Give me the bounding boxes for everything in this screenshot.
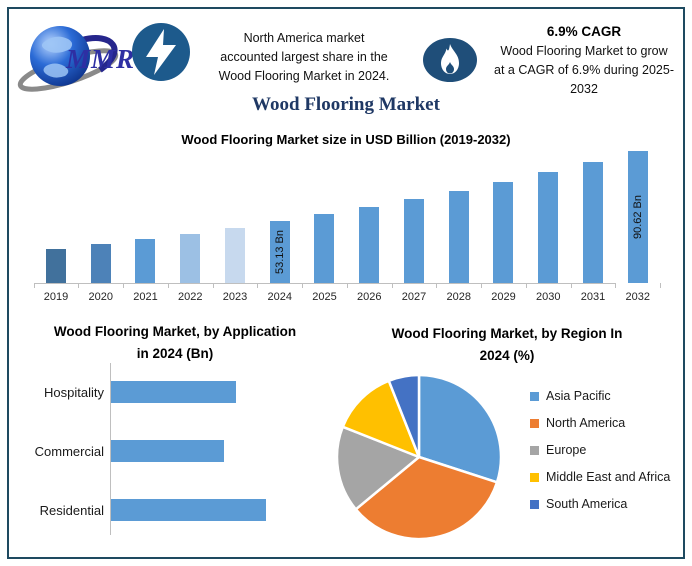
axis-tick	[78, 283, 80, 288]
bar-2032	[627, 151, 648, 283]
legend-swatch	[530, 391, 539, 401]
cagr-title: 6.9% CAGR	[546, 24, 622, 39]
legend-swatch	[530, 499, 539, 509]
legend-item-middle-east-and-africa: Middle East and Africa	[530, 470, 670, 484]
legend-item-asia-pacific: Asia Pacific	[530, 389, 611, 403]
page-title: Wood Flooring Market	[252, 94, 440, 115]
axis-tick	[525, 283, 527, 288]
legend-item-south-america: South America	[530, 497, 627, 511]
bar-2021	[135, 239, 156, 283]
region-pie-chart: Wood Flooring Market, by Region In 2024 …	[330, 315, 690, 560]
x-axis-label-2028: 2028	[446, 291, 472, 303]
x-axis-label-2027: 2027	[401, 291, 427, 303]
pie-slice-europe	[335, 425, 421, 511]
bar-2025	[314, 214, 335, 283]
logo-text: MMR	[66, 44, 136, 74]
pie-slice-middle-east-and-africa	[341, 379, 421, 459]
axis-tick	[570, 283, 572, 288]
mmr-logo: MMR	[16, 20, 146, 92]
axis-tick	[391, 283, 393, 288]
x-axis-label-2026: 2026	[357, 291, 382, 303]
bar-2030	[538, 172, 559, 283]
x-axis-label-2021: 2021	[133, 291, 158, 303]
x-axis-line	[33, 283, 617, 284]
bar-value-text: 53.13 Bn	[273, 229, 286, 275]
bar-hospitality	[111, 381, 236, 403]
x-axis-label-2022: 2022	[178, 291, 203, 303]
axis-tick	[436, 283, 438, 288]
axis-tick	[615, 283, 617, 288]
x-axis-label-2019: 2019	[43, 291, 69, 303]
region-chart-title: Wood Flooring Market, by Region In 2024 …	[391, 326, 623, 363]
axis-tick	[302, 283, 303, 288]
legend-item-north-america: North America	[530, 416, 625, 430]
axis-tick	[257, 283, 259, 288]
axis-tick	[481, 283, 482, 288]
x-axis-label-2029: 2029	[491, 291, 516, 303]
bar-2019	[45, 249, 66, 283]
bar-2023	[224, 228, 245, 283]
legend-label: Asia Pacific	[546, 389, 611, 403]
lightning-bolt-icon	[132, 23, 190, 81]
legend-label: Europe	[546, 443, 587, 457]
category-label-residential: Residential	[39, 503, 104, 518]
bar-2031	[582, 162, 603, 283]
pie-graphic	[335, 373, 503, 541]
x-axis-label-2024: 2024	[267, 291, 293, 303]
legend-swatch	[530, 418, 539, 428]
bar-residential	[111, 499, 266, 521]
bar-value-label-2032: 90.62 Bn	[628, 151, 648, 283]
pie-slice-north-america	[354, 455, 499, 541]
category-label-commercial: Commercial	[34, 444, 104, 459]
axis-tick	[660, 283, 661, 288]
bar-value-text: 90.62 Bn	[631, 194, 644, 240]
flame-icon	[423, 38, 477, 82]
x-axis-label-2023: 2023	[222, 291, 248, 303]
x-axis-label-2032: 2032	[625, 291, 651, 303]
legend-label: North America	[546, 416, 626, 430]
bar-2020	[90, 244, 111, 283]
bar-2027	[403, 199, 424, 283]
bar-value-label-2024: 53.13 Bn	[270, 221, 290, 283]
bar-2028	[448, 191, 469, 283]
axis-tick	[33, 283, 35, 288]
bar-2024	[269, 221, 290, 283]
axis-tick	[123, 283, 124, 288]
bar-2026	[359, 207, 380, 283]
pie-slice-south-america	[387, 373, 421, 459]
x-axis-label-2030: 2030	[536, 291, 561, 303]
x-axis-label-2025: 2025	[312, 291, 337, 303]
north-america-note: North America market accounted largest s…	[218, 31, 390, 83]
pie-slice-asia-pacific	[417, 373, 503, 484]
bar-2029	[493, 182, 514, 283]
x-axis-label-2031: 2031	[580, 291, 606, 303]
cagr-text: Wood Flooring Market to grow at a CAGR o…	[494, 44, 674, 96]
axis-tick	[346, 283, 348, 288]
bar-commercial	[111, 440, 224, 462]
market-size-bar-chart: Wood Flooring Market size in USD Billion…	[0, 120, 692, 315]
category-label-hospitality: Hospitality	[44, 385, 104, 400]
cagr-callout: 6.9% CAGR Wood Flooring Market to grow a…	[486, 24, 682, 99]
legend-swatch	[530, 445, 539, 455]
application-bar-chart: Wood Flooring Market, by Application in …	[10, 315, 340, 555]
legend-label: Middle East and Africa	[546, 470, 671, 484]
outer-border	[7, 7, 685, 559]
application-chart-title: Wood Flooring Market, by Application in …	[53, 324, 297, 361]
market-size-chart-title: Wood Flooring Market size in USD Billion…	[181, 132, 511, 147]
globe-icon	[17, 26, 119, 92]
legend-label: South America	[546, 497, 628, 511]
legend-item-europe: Europe	[530, 443, 586, 457]
x-axis-label-2020: 2020	[88, 291, 114, 303]
y-axis-line	[110, 363, 111, 535]
axis-tick	[212, 283, 214, 288]
bar-2022	[180, 234, 201, 283]
axis-tick	[167, 283, 169, 288]
legend-swatch	[530, 472, 539, 482]
